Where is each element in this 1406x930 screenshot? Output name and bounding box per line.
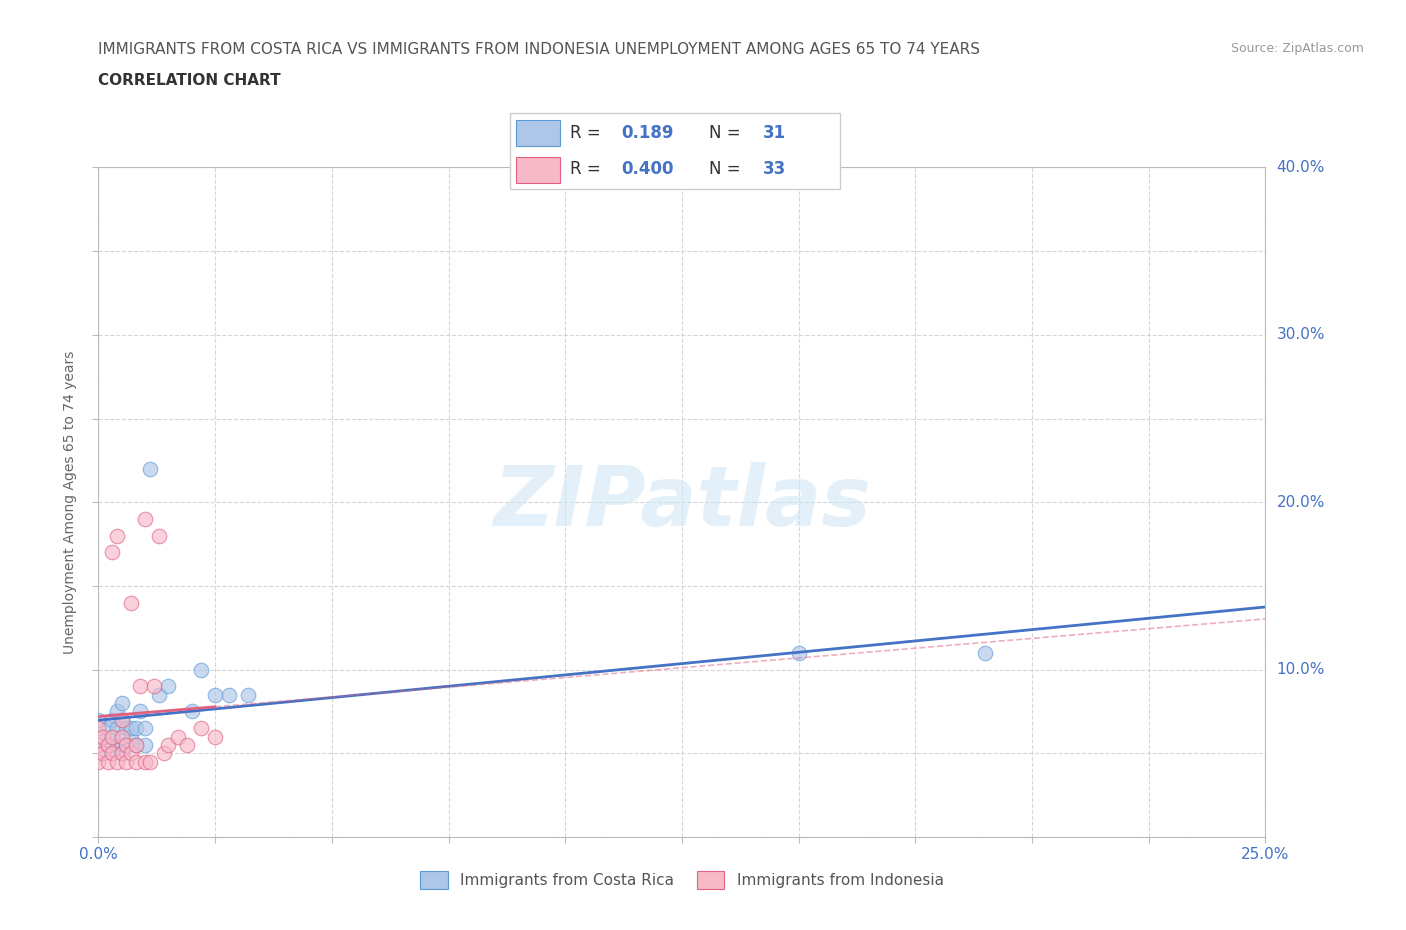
- Point: [111, 746, 134, 761]
- Point: [97, 721, 120, 736]
- Text: 10.0%: 10.0%: [1277, 662, 1324, 677]
- Point: [134, 721, 156, 736]
- Point: [87, 754, 110, 769]
- Point: [97, 737, 120, 752]
- Text: 20.0%: 20.0%: [1277, 495, 1324, 510]
- Point: [115, 737, 138, 752]
- Point: [218, 687, 240, 702]
- Point: [101, 746, 124, 761]
- Point: [101, 746, 124, 761]
- Point: [134, 737, 156, 752]
- Point: [105, 721, 128, 736]
- Point: [148, 528, 170, 543]
- Point: [157, 737, 180, 752]
- Point: [111, 696, 134, 711]
- Point: [111, 746, 134, 761]
- Point: [115, 721, 138, 736]
- Point: [87, 746, 110, 761]
- Point: [91, 729, 114, 744]
- Point: [105, 754, 128, 769]
- Text: 0.189: 0.189: [621, 124, 673, 142]
- FancyBboxPatch shape: [516, 120, 560, 146]
- Y-axis label: Unemployment Among Ages 65 to 74 years: Unemployment Among Ages 65 to 74 years: [63, 351, 77, 654]
- Point: [236, 687, 259, 702]
- FancyBboxPatch shape: [509, 113, 841, 189]
- Point: [129, 679, 152, 694]
- Text: R =: R =: [571, 160, 606, 179]
- Point: [111, 729, 134, 744]
- Point: [120, 746, 142, 761]
- Point: [148, 687, 170, 702]
- Point: [125, 721, 148, 736]
- Point: [101, 729, 124, 744]
- Point: [180, 704, 202, 719]
- Point: [139, 461, 162, 476]
- Point: [176, 737, 198, 752]
- Legend: Immigrants from Costa Rica, Immigrants from Indonesia: Immigrants from Costa Rica, Immigrants f…: [412, 863, 952, 897]
- Point: [105, 528, 128, 543]
- Point: [101, 712, 124, 727]
- Point: [111, 729, 134, 744]
- Point: [97, 737, 120, 752]
- Point: [115, 737, 138, 752]
- Point: [134, 754, 156, 769]
- Text: ZIPatlas: ZIPatlas: [494, 461, 870, 543]
- Text: IMMIGRANTS FROM COSTA RICA VS IMMIGRANTS FROM INDONESIA UNEMPLOYMENT AMONG AGES : IMMIGRANTS FROM COSTA RICA VS IMMIGRANTS…: [98, 42, 980, 57]
- Point: [204, 729, 226, 744]
- Text: N =: N =: [709, 124, 745, 142]
- Point: [204, 687, 226, 702]
- Text: 40.0%: 40.0%: [1277, 160, 1324, 175]
- Point: [87, 721, 110, 736]
- Point: [111, 712, 134, 727]
- Point: [139, 754, 162, 769]
- Text: Source: ZipAtlas.com: Source: ZipAtlas.com: [1230, 42, 1364, 55]
- Point: [105, 737, 128, 752]
- Point: [115, 754, 138, 769]
- Point: [120, 595, 142, 610]
- Text: 31: 31: [762, 124, 786, 142]
- Point: [152, 746, 174, 761]
- Text: 30.0%: 30.0%: [1277, 327, 1324, 342]
- Point: [120, 721, 142, 736]
- Point: [87, 737, 110, 752]
- Point: [129, 704, 152, 719]
- Point: [190, 721, 212, 736]
- Point: [143, 679, 166, 694]
- Point: [101, 729, 124, 744]
- Text: N =: N =: [709, 160, 745, 179]
- Point: [166, 729, 188, 744]
- Text: 0.400: 0.400: [621, 160, 673, 179]
- FancyBboxPatch shape: [516, 156, 560, 182]
- Point: [87, 729, 110, 744]
- Point: [787, 645, 810, 660]
- Text: CORRELATION CHART: CORRELATION CHART: [98, 73, 281, 87]
- Point: [134, 512, 156, 526]
- Point: [111, 712, 134, 727]
- Text: R =: R =: [571, 124, 606, 142]
- Point: [157, 679, 180, 694]
- Text: 33: 33: [762, 160, 786, 179]
- Point: [120, 729, 142, 744]
- Point: [87, 712, 110, 727]
- Point: [91, 746, 114, 761]
- Point: [125, 754, 148, 769]
- Point: [101, 545, 124, 560]
- Point: [125, 737, 148, 752]
- Point: [190, 662, 212, 677]
- Point: [125, 737, 148, 752]
- Point: [97, 754, 120, 769]
- Point: [974, 645, 997, 660]
- Point: [105, 704, 128, 719]
